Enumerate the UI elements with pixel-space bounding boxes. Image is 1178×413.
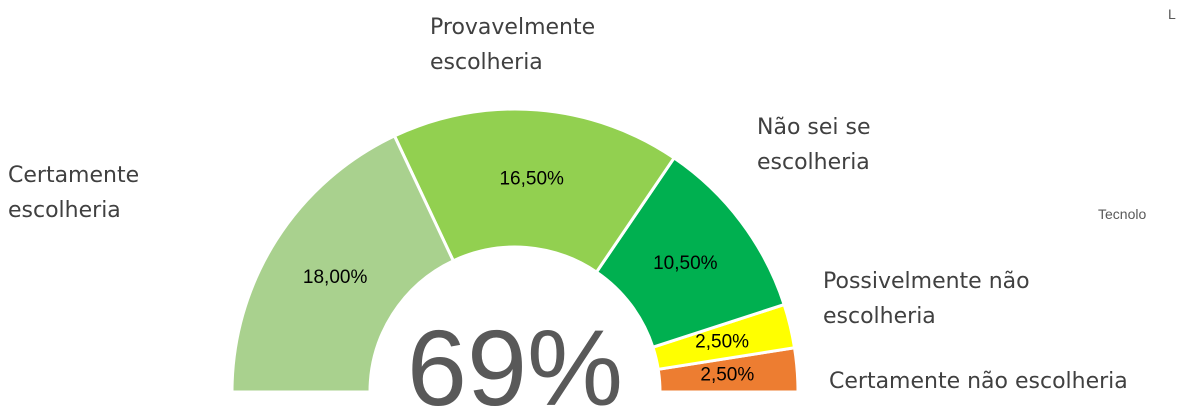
category-label: Provavelmente escolheria <box>430 15 596 75</box>
gauge-segment <box>230 133 456 394</box>
annotation: Tecnolo <box>1098 206 1147 222</box>
category-label: Não sei se escolheria <box>757 115 871 175</box>
value-label: 18,00% <box>303 267 368 288</box>
category-label: Possivelmente não escolheria <box>823 269 1030 329</box>
category-label: Certamente escolheria <box>8 163 140 223</box>
annotation: L <box>1168 6 1176 22</box>
gauge-segment <box>651 302 797 372</box>
category-label: Certamente não escolheria <box>829 369 1128 394</box>
gauge-segment <box>656 346 800 394</box>
value-label: 10,50% <box>653 253 718 274</box>
center-label: 69% <box>407 307 623 413</box>
value-label: 2,50% <box>695 331 749 352</box>
value-label: 2,50% <box>700 364 754 385</box>
gauge-segment <box>392 107 677 275</box>
value-label: 16,50% <box>499 169 564 190</box>
